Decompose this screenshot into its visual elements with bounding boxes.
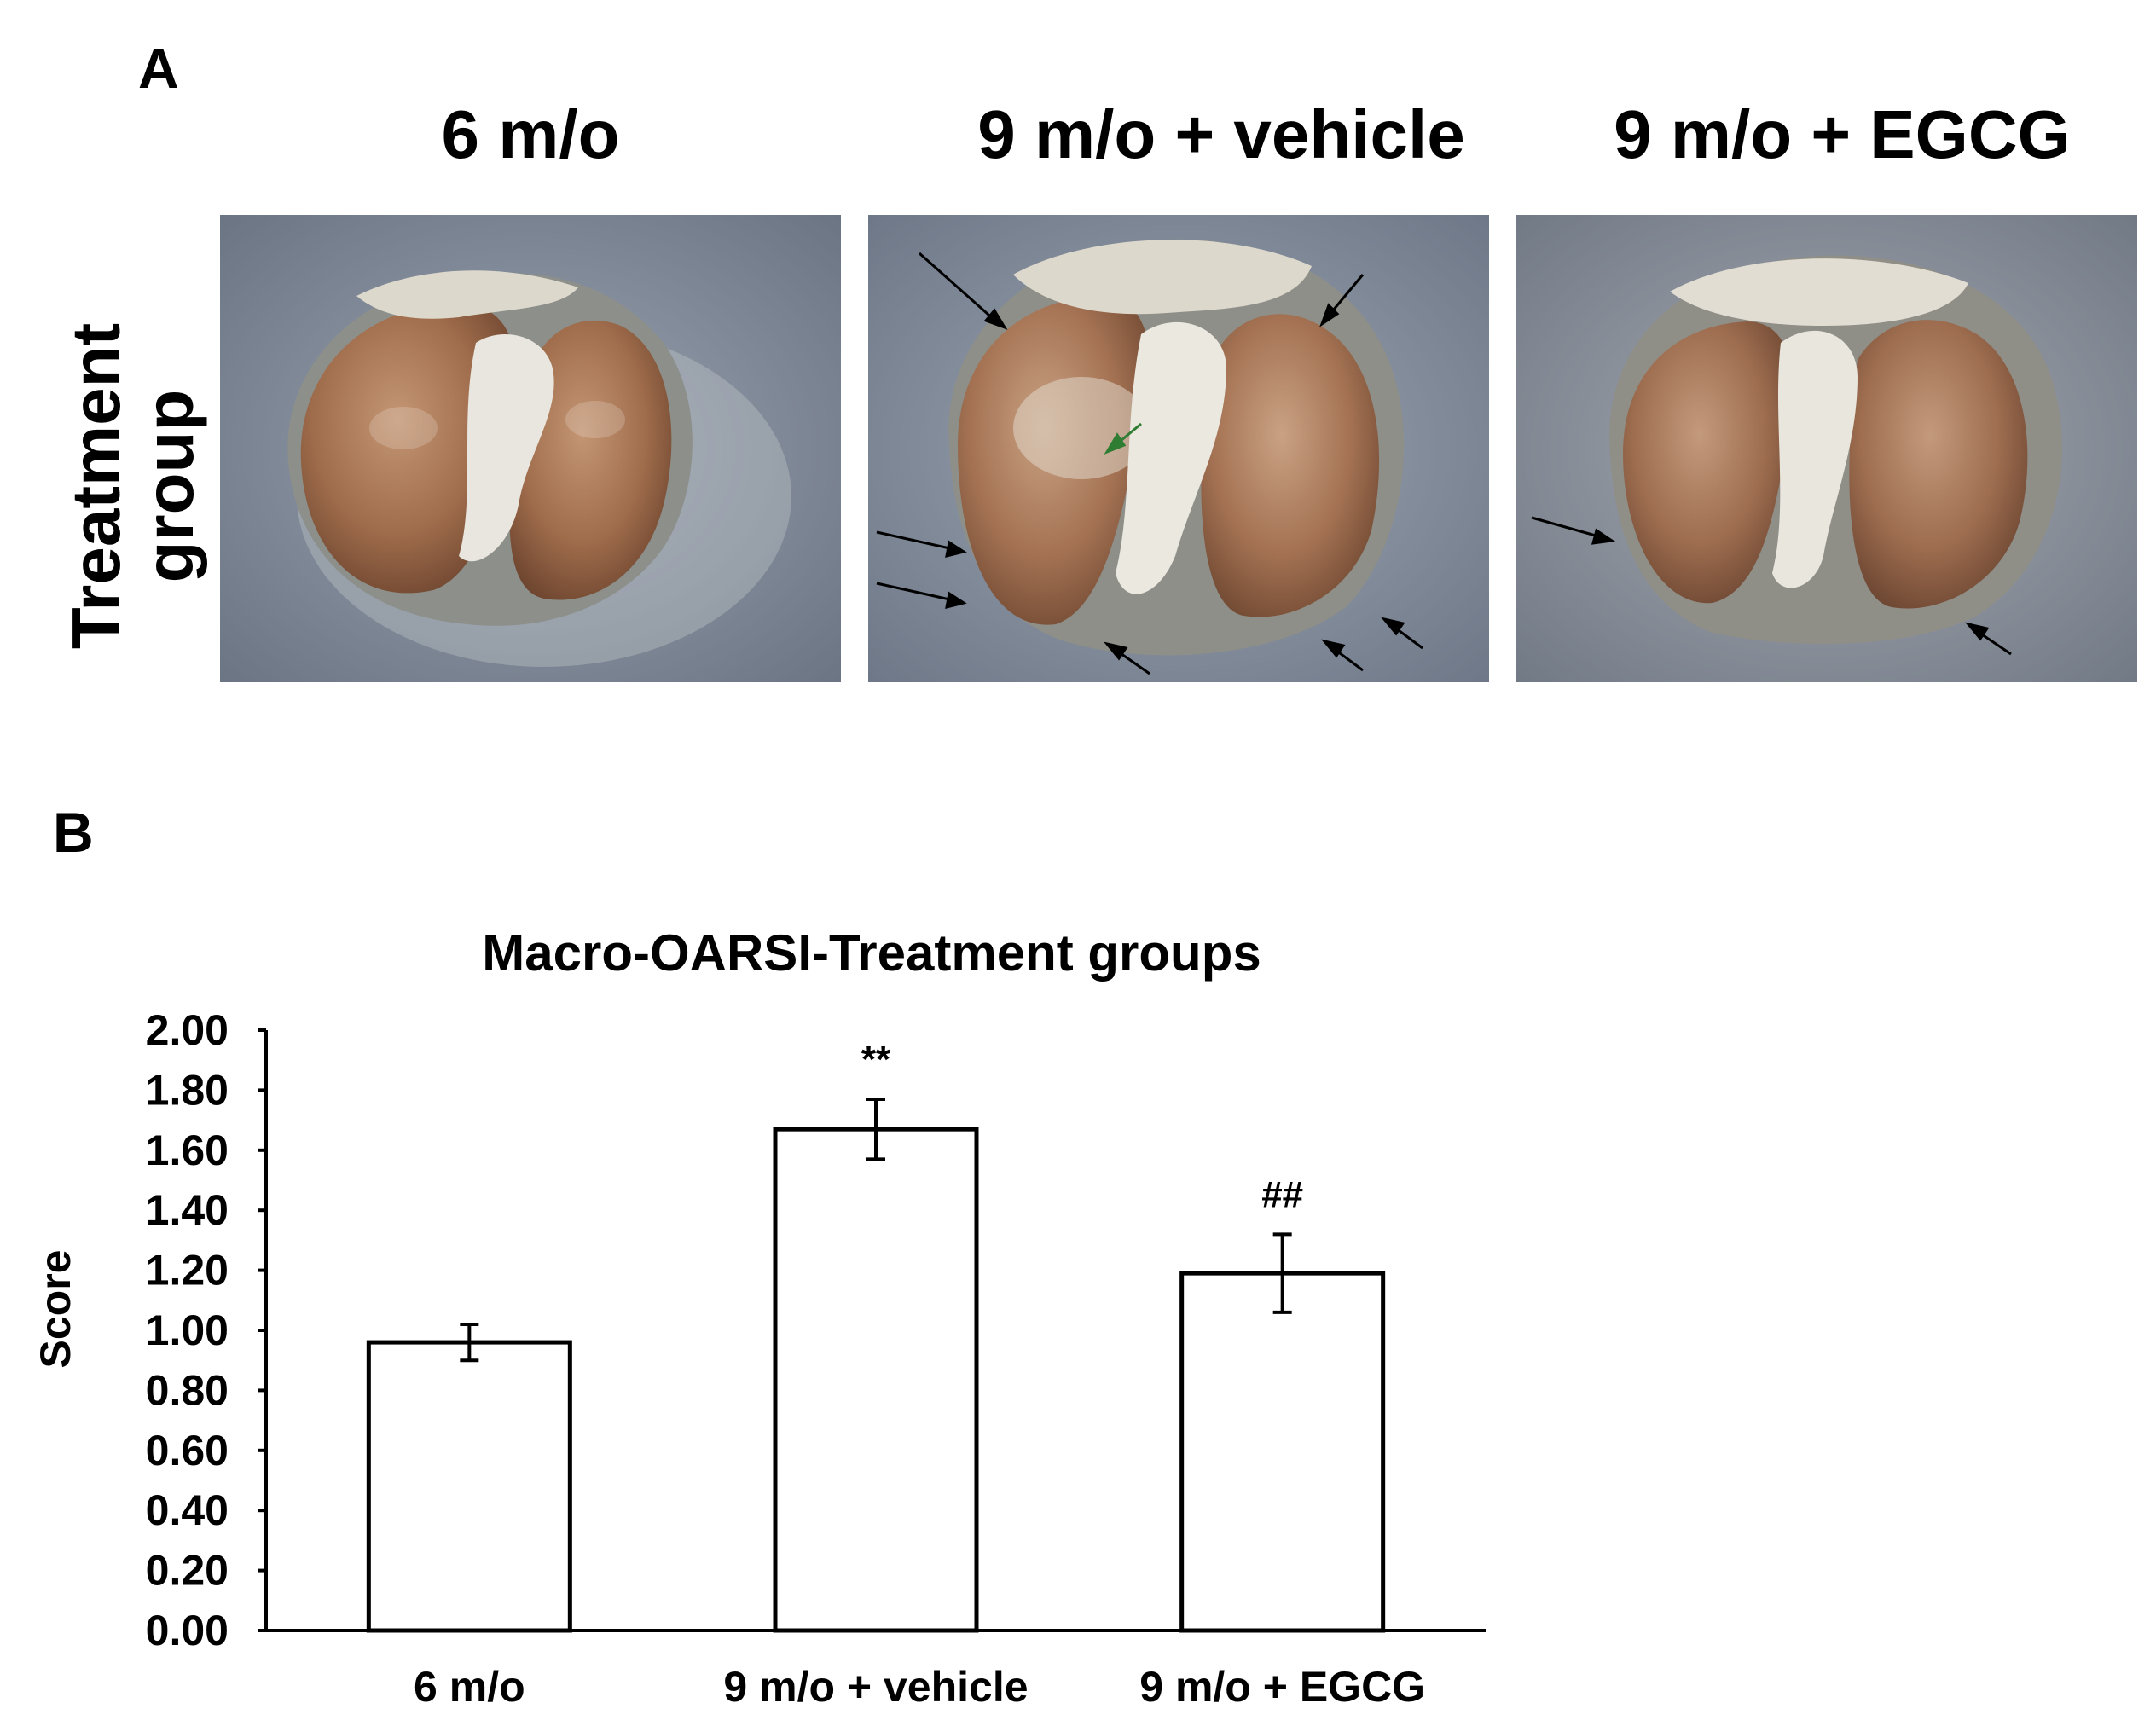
knee-joint-photo-9mo-vehicle [868, 215, 1489, 682]
y-tick-label: 0.40 [146, 1486, 229, 1534]
x-tick-label: 9 m/o + EGCG [1139, 1663, 1425, 1711]
significance-annotation: ## [1261, 1173, 1303, 1215]
knee-joint-photo-6mo [220, 215, 841, 682]
column-title-9mo-vehicle: 9 m/o + vehicle [977, 96, 1465, 172]
y-tick-label: 0.60 [146, 1427, 229, 1474]
bar [1179, 1271, 1386, 1633]
y-tick-label: 1.80 [146, 1066, 229, 1114]
bar [773, 1127, 979, 1633]
bar [366, 1340, 572, 1633]
y-tick-label: 0.80 [146, 1366, 229, 1414]
y-tick-label: 0.20 [146, 1547, 229, 1595]
chart-labels: 6 m/o ** 9 m/o + vehicle ## 9 m/o + EGCG [414, 1039, 1425, 1711]
row-label-text: Treatment group [58, 322, 207, 650]
y-tick-label: 1.40 [146, 1186, 229, 1234]
knee-joint-photo-9mo-egcg [1516, 215, 2137, 682]
chart-title: Macro-OARSI-Treatment groups [482, 924, 1261, 982]
y-tick-label: 1.20 [146, 1247, 229, 1294]
x-tick-label: 9 m/o + vehicle [723, 1663, 1028, 1711]
bar-chart: Macro-OARSI-Treatment groups Score 0.00 0… [32, 924, 1486, 1711]
y-tick-label: 2.00 [146, 1006, 229, 1054]
column-title-6mo: 6 m/o [441, 96, 620, 172]
column-title-9mo-egcg: 9 m/o + EGCG [1614, 96, 2071, 172]
significance-annotation: ** [861, 1039, 891, 1080]
chart-bars [366, 1097, 1386, 1633]
y-tick-label: 0.00 [146, 1607, 229, 1654]
x-tick-label: 6 m/o [414, 1663, 525, 1711]
y-tick-label: 1.60 [146, 1127, 229, 1174]
panel-b-label: B [53, 801, 94, 864]
y-tick-label: 1.00 [146, 1306, 229, 1354]
y-axis-label: Score [32, 1250, 79, 1369]
panel-a-label: A [138, 37, 179, 100]
